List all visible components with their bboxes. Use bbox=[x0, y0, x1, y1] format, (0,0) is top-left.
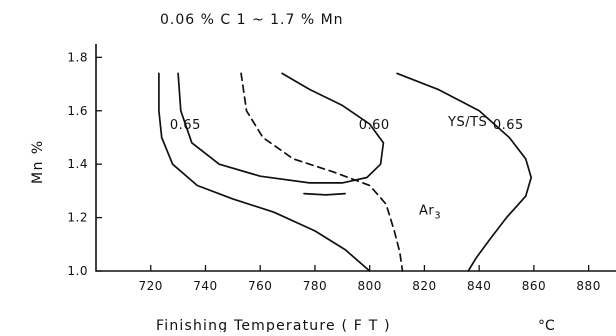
curve-label: Ar3 bbox=[419, 204, 441, 222]
y-tick-label: 1.2 bbox=[67, 211, 88, 225]
axis-frame bbox=[95, 44, 616, 272]
curve-label: 0.65 bbox=[170, 118, 201, 133]
x-tick-label: 760 bbox=[248, 279, 272, 293]
series-layer bbox=[158, 72, 533, 272]
ratio-label: YS/TS bbox=[447, 115, 487, 130]
y-tick-label: 1.0 bbox=[67, 264, 88, 278]
x-tick-label: 880 bbox=[576, 279, 600, 293]
curve-label: 0.60 bbox=[359, 118, 390, 133]
iso-ratio-curve-5 bbox=[303, 192, 346, 196]
annotation-layer: 0.65 0.60 0.65 Ar3 bbox=[170, 118, 524, 222]
x-axis-label: Finishing Temperature ( F T ) bbox=[156, 318, 391, 332]
x-tick-label: 800 bbox=[357, 279, 381, 293]
plot-area bbox=[95, 44, 616, 272]
x-axis-unit: °C bbox=[538, 318, 555, 332]
x-tick-label: 780 bbox=[303, 279, 327, 293]
iso-ratio-curve-2 bbox=[177, 72, 385, 184]
ar3-dashed-curve bbox=[240, 72, 404, 272]
x-tick-label: 820 bbox=[412, 279, 436, 293]
y-tick-label: 1.8 bbox=[67, 50, 88, 64]
y-tick-label: 1.6 bbox=[67, 104, 88, 118]
curve-label: 0.65 bbox=[493, 118, 524, 133]
x-tick-label: 840 bbox=[467, 279, 491, 293]
axis-ticks: 720 740 760 780 800 820 840 860 880 1.0 1.2 1.4 1.6 1… bbox=[67, 50, 600, 293]
y-tick-label: 1.4 bbox=[67, 157, 88, 171]
x-tick-label: 740 bbox=[193, 279, 217, 293]
x-tick-label: 720 bbox=[139, 279, 163, 293]
x-tick-label: 860 bbox=[522, 279, 546, 293]
iso-ratio-curve-1 bbox=[158, 72, 371, 272]
curve-label-subscript: 3 bbox=[434, 211, 441, 222]
chart-title: 0.06 % C 1 ~ 1.7 % Mn bbox=[160, 12, 344, 28]
iso-ratio-curve-4 bbox=[396, 72, 533, 272]
y-axis-label: Mn % bbox=[30, 139, 46, 184]
